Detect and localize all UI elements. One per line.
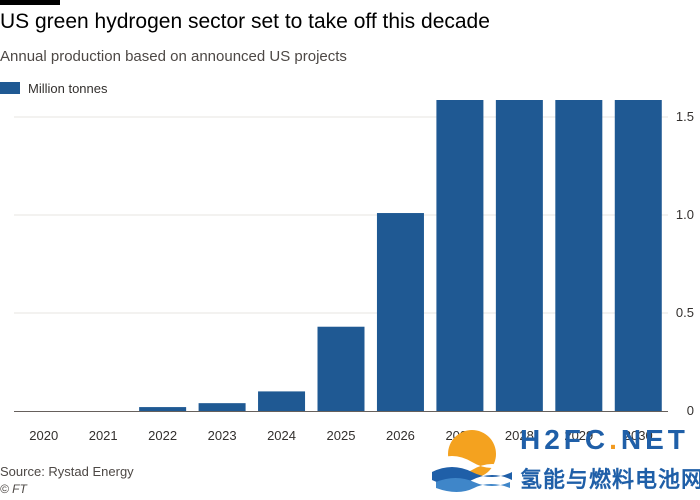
bar-2028	[495, 100, 543, 411]
bar-2025	[317, 326, 365, 411]
x-tick-label: 2030	[624, 428, 653, 443]
top-rule	[0, 0, 60, 5]
bar-2022	[139, 407, 187, 411]
sun-wave-logo-icon	[432, 430, 512, 492]
bar-2030	[614, 100, 662, 412]
x-tick-label: 2024	[267, 428, 296, 443]
watermark-cn: 氢能与燃料电池网	[520, 467, 700, 492]
chart-subtitle: Annual production based on announced US …	[0, 48, 347, 65]
legend-swatch	[0, 82, 20, 94]
copyright-note: © FT	[0, 482, 27, 496]
x-tick-label: 2022	[148, 428, 177, 443]
y-tick-label: 0	[687, 403, 694, 418]
x-tick-label: 2028	[505, 428, 534, 443]
bar-2029	[555, 100, 603, 412]
x-tick-label: 2029	[564, 428, 593, 443]
legend-label: Million tonnes	[28, 80, 108, 96]
bar-2024	[258, 391, 306, 411]
y-tick-label: 1.0	[676, 207, 694, 222]
x-tick-label: 2023	[208, 428, 237, 443]
y-tick-label: 0.5	[676, 305, 694, 320]
x-tick-label: 2020	[29, 428, 58, 443]
source-note: Source: Rystad Energy	[0, 464, 134, 479]
x-tick-label: 2025	[327, 428, 356, 443]
bar-2026	[376, 213, 424, 411]
x-tick-label: 2026	[386, 428, 415, 443]
legend: Million tonnes	[0, 80, 108, 96]
watermark-latin: H2FC.NET	[520, 424, 689, 455]
bar-2027	[436, 100, 484, 412]
watermark: H2FC.NET 氢能与燃料电池网	[428, 422, 700, 496]
bar-chart: 00.51.01.52.02.53.0202020212022202320242…	[14, 100, 694, 443]
bar-2023	[198, 403, 246, 411]
y-tick-label: 1.5	[676, 109, 694, 124]
chart-title: US green hydrogen sector set to take off…	[0, 10, 490, 33]
x-tick-label: 2021	[89, 428, 118, 443]
